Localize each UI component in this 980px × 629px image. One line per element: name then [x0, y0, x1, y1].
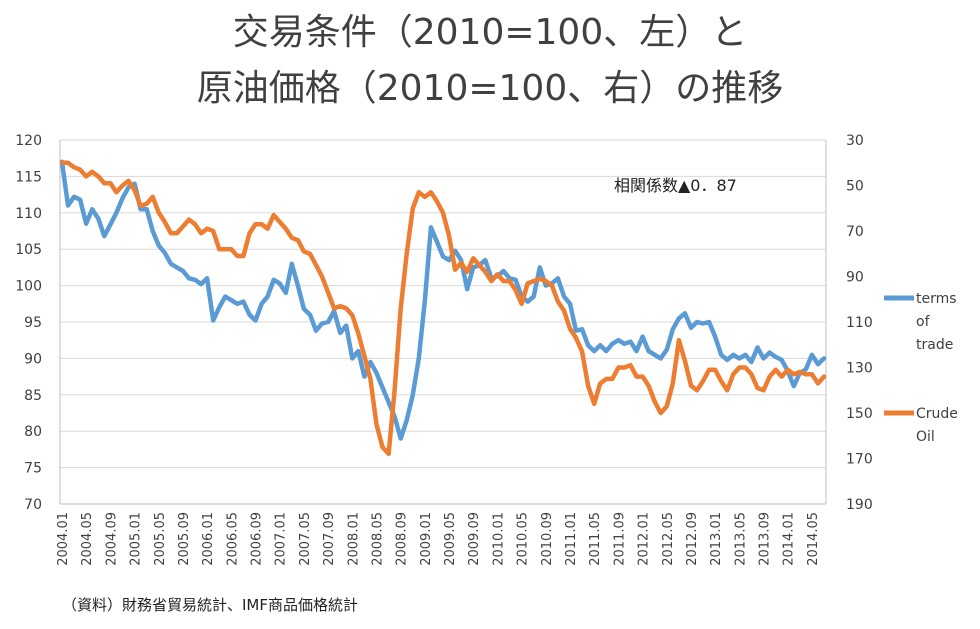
legend-label: Oil [916, 429, 935, 445]
x-tick-label: 2008.01 [346, 512, 361, 566]
x-tick-label: 2011.09 [612, 512, 627, 566]
legend-terms-of-trade: terms of trade [884, 291, 957, 353]
right-tick-label: 90 [846, 270, 864, 286]
left-tick-label: 95 [24, 315, 42, 331]
source-note: （資料）財務省貿易統計、IMF商品価格統計 [62, 596, 358, 614]
x-tick-label: 2005.05 [153, 512, 168, 566]
x-tick-label: 2006.09 [250, 512, 265, 566]
left-tick-label: 115 [15, 169, 42, 185]
x-tick-label: 2013.01 [709, 512, 724, 566]
x-tick-label: 2011.05 [588, 512, 603, 566]
x-tick-label: 2009.05 [443, 512, 458, 566]
x-tick-label: 2009.09 [467, 512, 482, 566]
x-tick-label: 2004.05 [80, 512, 95, 566]
right-tick-label: 50 [846, 179, 864, 195]
left-tick-label: 90 [24, 351, 42, 367]
x-tick-label: 2008.05 [370, 512, 385, 566]
x-tick-label: 2010.01 [491, 512, 506, 566]
legend: terms of trade Crude Oil [884, 291, 958, 445]
x-tick-label: 2013.09 [758, 512, 773, 566]
left-tick-label: 85 [24, 388, 42, 404]
series-lines [59, 159, 827, 457]
left-axis-ticks: 70 75 80 85 90 95 100 105 110 115 120 [15, 133, 42, 513]
left-tick-label: 110 [15, 206, 42, 222]
left-tick-label: 80 [24, 424, 42, 440]
x-tick-label: 2006.05 [225, 512, 240, 566]
axes [59, 140, 827, 505]
left-tick-label: 70 [24, 497, 42, 513]
gridlines [60, 139, 826, 505]
terms-of-trade-line [59, 159, 827, 441]
right-tick-label: 70 [846, 224, 864, 240]
x-tick-label: 2006.01 [201, 512, 216, 566]
right-tick-label: 170 [846, 452, 873, 468]
x-tick-label: 2013.05 [733, 512, 748, 566]
legend-label: of [916, 314, 931, 330]
legend-label: terms [916, 291, 957, 307]
x-tick-label: 2005.01 [129, 512, 144, 566]
x-tick-label: 2005.09 [177, 512, 192, 566]
right-tick-label: 150 [846, 406, 873, 422]
x-tick-label: 2007.05 [298, 512, 313, 566]
x-tick-label: 2008.09 [395, 512, 410, 566]
right-tick-label: 30 [846, 133, 864, 149]
chart-title-line1: 交易条件（2010=100、左）と [232, 12, 748, 53]
x-tick-label: 2010.09 [540, 512, 555, 566]
left-tick-label: 75 [24, 461, 42, 477]
x-tick-label: 2011.01 [564, 512, 579, 566]
legend-label: Crude [916, 406, 958, 422]
x-tick-label: 2009.01 [419, 512, 434, 566]
x-tick-label: 2014.05 [806, 512, 821, 566]
chart-title-line2: 原油価格（2010=100、右）の推移 [196, 68, 784, 109]
x-tick-label: 2012.09 [685, 512, 700, 566]
x-axis-ticks: 2004.01 2004.05 2004.09 2005.01 2005.05 2005.… [56, 512, 821, 566]
x-tick-label: 2004.01 [56, 512, 71, 566]
left-tick-label: 100 [15, 279, 42, 295]
left-tick-label: 105 [15, 242, 42, 258]
x-tick-label: 2014.01 [782, 512, 797, 566]
legend-crude-oil: Crude Oil [884, 406, 958, 445]
x-tick-label: 2007.09 [322, 512, 337, 566]
x-tick-label: 2007.01 [274, 512, 289, 566]
x-tick-label: 2004.09 [104, 512, 119, 566]
correlation-annotation: 相関係数▲0．87 [614, 176, 737, 195]
left-tick-label: 120 [15, 133, 42, 149]
x-tick-label: 2010.05 [516, 512, 531, 566]
right-axis-ticks: 30 50 70 90 110 130 150 170 190 [846, 133, 873, 513]
x-tick-label: 2012.05 [661, 512, 676, 566]
crude-oil-line [59, 160, 827, 457]
right-tick-label: 190 [846, 497, 873, 513]
x-tick-label: 2012.01 [637, 512, 652, 566]
right-tick-label: 130 [846, 361, 873, 377]
legend-label: trade [916, 337, 953, 353]
right-tick-label: 110 [846, 315, 873, 331]
